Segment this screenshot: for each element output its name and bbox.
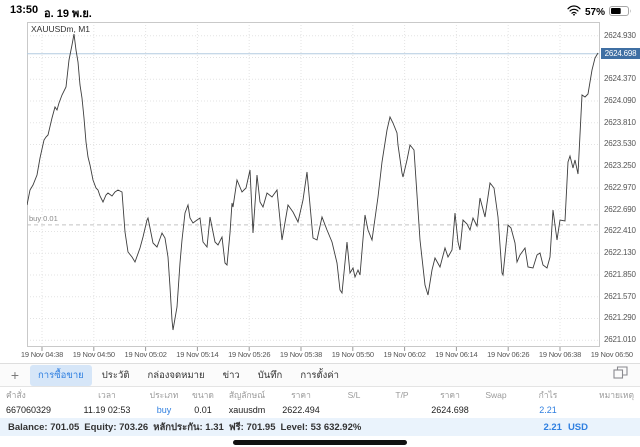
time-axis-label: 19 Nov 06:14 (435, 350, 478, 359)
time-axis-label: 19 Nov 04:38 (20, 350, 64, 359)
chart-region: XAUUSDm, M1 buy 0.01 2624.698 2624.930 26… (0, 20, 640, 363)
windows-layout-icon[interactable] (613, 366, 628, 384)
column-header: ราคา (291, 390, 311, 400)
account-summary-bar: Balance: 701.05 Equity: 703.26 หลักประกัน:… (0, 418, 640, 436)
price-axis-label: 2624.370 (604, 74, 636, 84)
column-header: S/L (347, 390, 361, 400)
price-axis-label: 2624.090 (604, 95, 636, 105)
cell: 2622.494 (282, 405, 320, 415)
battery-percent-label: 57% (584, 6, 605, 18)
tab-2[interactable]: กล่องจดหมาย (147, 369, 205, 381)
price-axis-label: 2621.010 (604, 335, 636, 345)
column-header: คำสั่ง (6, 390, 26, 400)
time-axis-label: 19 Nov 04:50 (72, 350, 115, 359)
price-axis-label: 2621.570 (604, 291, 636, 301)
price-axis-label: 2621.290 (604, 313, 636, 323)
price-chart[interactable] (27, 22, 600, 352)
tab-5[interactable]: การตั้งค่า (300, 369, 339, 381)
wifi-icon (567, 3, 581, 21)
total-profit-value: 2.21 (543, 421, 562, 433)
column-header: หมายเหตุ (599, 390, 634, 400)
summary-item: หลักประกัน: 1.31 (153, 421, 224, 433)
home-indicator[interactable] (233, 440, 407, 445)
price-axis-label: 2623.810 (604, 117, 636, 127)
summary-item: Level: 53 632.92% (280, 421, 362, 433)
column-header: ประเภท (149, 390, 179, 400)
cell: 0.01 (194, 405, 212, 415)
battery-icon (609, 3, 632, 21)
price-axis-label: 2624.930 (604, 30, 636, 40)
time-axis-label: 19 Nov 05:26 (228, 350, 271, 359)
cell: xauusdm (228, 405, 266, 415)
cell (330, 403, 378, 418)
time-axis-label: 19 Nov 06:02 (383, 350, 426, 359)
summary-item: Balance: 701.05 (8, 421, 80, 433)
time-axis-label: 19 Nov 05:38 (279, 350, 323, 359)
add-tab-button[interactable]: + (10, 367, 20, 383)
summary-item: Equity: 703.26 (84, 421, 149, 433)
current-price-badge: 2624.698 (601, 48, 640, 60)
column-header: เวลา (98, 390, 116, 400)
column-header: Swap (485, 390, 507, 400)
buy-position-label: buy 0.01 (29, 213, 58, 223)
tab-3[interactable]: ข่าว (222, 369, 240, 381)
bottom-tab-bar: + การซื้อขาย ประวัติ กล่องจดหมาย ข่าว บันทึก… (0, 363, 640, 387)
summary-item: ฟรี: 701.95 (228, 421, 276, 433)
time-axis-label: 19 Nov 05:50 (331, 350, 374, 359)
column-header: T/P (395, 390, 409, 400)
price-series (27, 33, 599, 331)
time-axis-label: 19 Nov 06:26 (487, 350, 530, 359)
plot-frame (27, 22, 600, 347)
status-date: อ. 19 พ.ย. (44, 8, 92, 20)
column-header: สัญลักษณ์ (228, 390, 266, 400)
position-row[interactable]: 667060329 11.19 02:53 buy 0.01 xauusdm 2622.4… (0, 403, 640, 418)
clock: 13:50 (10, 4, 39, 16)
price-axis-label: 2622.970 (604, 182, 636, 192)
price-axis-label: 2623.530 (604, 139, 636, 149)
cell: 667060329 (6, 405, 52, 415)
price-axis-label: 2622.130 (604, 248, 636, 258)
price-axis-label: 2622.690 (604, 204, 636, 214)
price-axis-label: 2623.250 (604, 161, 636, 171)
positions-table-header: คำสั่ง เวลา ประเภท ขนาด สัญลักษณ์ ราคา S/L T/P ร… (0, 388, 640, 403)
cell: 2624.698 (431, 405, 469, 415)
chart-symbol-label: XAUUSDm, M1 (31, 24, 91, 34)
price-axis-label: 2621.850 (604, 269, 636, 279)
column-header: ราคา (440, 390, 460, 400)
time-axis-label: 19 Nov 05:02 (124, 350, 167, 359)
account-currency: USD (567, 421, 588, 433)
column-header: กำไร (538, 390, 558, 400)
cell: 11.19 02:53 (83, 405, 131, 415)
cell: 2.21 (539, 405, 557, 415)
cell (474, 403, 518, 418)
status-right: 57% (567, 3, 632, 21)
cell: buy (156, 405, 172, 415)
time-axis-label: 19 Nov 06:50 (590, 350, 633, 359)
cell (578, 403, 634, 418)
tab-1[interactable]: ประวัติ (101, 369, 130, 381)
column-header: ขนาด (192, 390, 214, 400)
time-axis-label: 19 Nov 05:14 (176, 350, 219, 359)
time-axis-label: 19 Nov 06:38 (538, 350, 582, 359)
status-bar: 13:50 อ. 19 พ.ย. 57% (0, 0, 640, 20)
tab-0[interactable]: การซื้อขาย (30, 364, 92, 386)
cell (378, 403, 426, 418)
price-axis-label: 2622.410 (604, 226, 636, 236)
tab-4[interactable]: บันทึก (257, 369, 283, 381)
